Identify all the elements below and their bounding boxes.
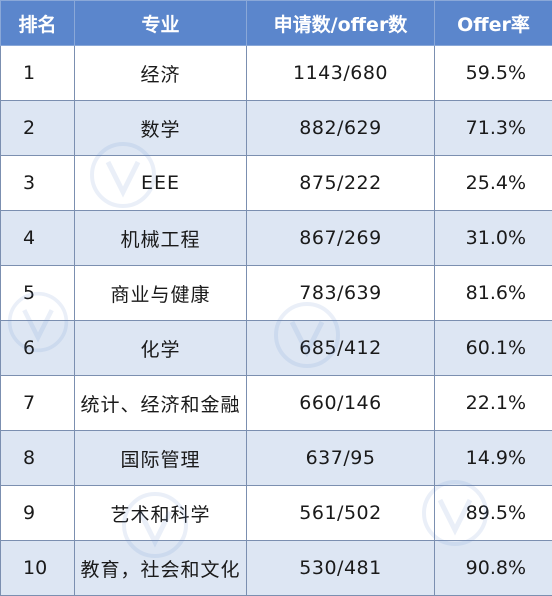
table-row: 7 统计、经济和金融 660/146 22.1%: [1, 376, 552, 431]
table-row: 10 教育，社会和文化 530/481 90.8%: [1, 541, 552, 596]
rate-cell: 81.6%: [435, 266, 552, 321]
header-apps: 申请数/offer数: [247, 1, 435, 46]
table-row: 4 机械工程 867/269 31.0%: [1, 211, 552, 266]
major-cell: EEE: [75, 156, 247, 211]
table-row: 1 经济 1143/680 59.5%: [1, 46, 552, 101]
rate-cell: 14.9%: [435, 431, 552, 486]
table-row: 5 商业与健康 783/639 81.6%: [1, 266, 552, 321]
major-cell: 数学: [75, 101, 247, 156]
table-row: 2 数学 882/629 71.3%: [1, 101, 552, 156]
apps-cell: 882/629: [247, 101, 435, 156]
rank-cell: 6: [1, 321, 75, 376]
table-row: 6 化学 685/412 60.1%: [1, 321, 552, 376]
rank-cell: 10: [1, 541, 75, 596]
rank-cell: 7: [1, 376, 75, 431]
apps-cell: 867/269: [247, 211, 435, 266]
rate-cell: 71.3%: [435, 101, 552, 156]
apps-cell: 875/222: [247, 156, 435, 211]
rate-cell: 89.5%: [435, 486, 552, 541]
header-major: 专业: [75, 1, 247, 46]
major-cell: 化学: [75, 321, 247, 376]
major-cell: 商业与健康: [75, 266, 247, 321]
major-cell: 机械工程: [75, 211, 247, 266]
rank-cell: 2: [1, 101, 75, 156]
rank-cell: 8: [1, 431, 75, 486]
rank-cell: 9: [1, 486, 75, 541]
major-cell: 艺术和科学: [75, 486, 247, 541]
rate-cell: 25.4%: [435, 156, 552, 211]
apps-cell: 783/639: [247, 266, 435, 321]
table-row: 3 EEE 875/222 25.4%: [1, 156, 552, 211]
apps-cell: 561/502: [247, 486, 435, 541]
major-cell: 国际管理: [75, 431, 247, 486]
apps-cell: 637/95: [247, 431, 435, 486]
header-rate: Offer率: [435, 1, 552, 46]
table-header-row: 排名 专业 申请数/offer数 Offer率: [1, 1, 552, 46]
rate-cell: 22.1%: [435, 376, 552, 431]
major-cell: 教育，社会和文化: [75, 541, 247, 596]
rate-cell: 31.0%: [435, 211, 552, 266]
apps-cell: 1143/680: [247, 46, 435, 101]
rate-cell: 90.8%: [435, 541, 552, 596]
header-rank: 排名: [1, 1, 75, 46]
apps-cell: 660/146: [247, 376, 435, 431]
rank-cell: 1: [1, 46, 75, 101]
major-cell: 经济: [75, 46, 247, 101]
apps-cell: 530/481: [247, 541, 435, 596]
table-row: 8 国际管理 637/95 14.9%: [1, 431, 552, 486]
major-cell: 统计、经济和金融: [75, 376, 247, 431]
table-row: 9 艺术和科学 561/502 89.5%: [1, 486, 552, 541]
rank-cell: 4: [1, 211, 75, 266]
rate-cell: 59.5%: [435, 46, 552, 101]
rank-cell: 3: [1, 156, 75, 211]
rank-cell: 5: [1, 266, 75, 321]
rate-cell: 60.1%: [435, 321, 552, 376]
apps-cell: 685/412: [247, 321, 435, 376]
